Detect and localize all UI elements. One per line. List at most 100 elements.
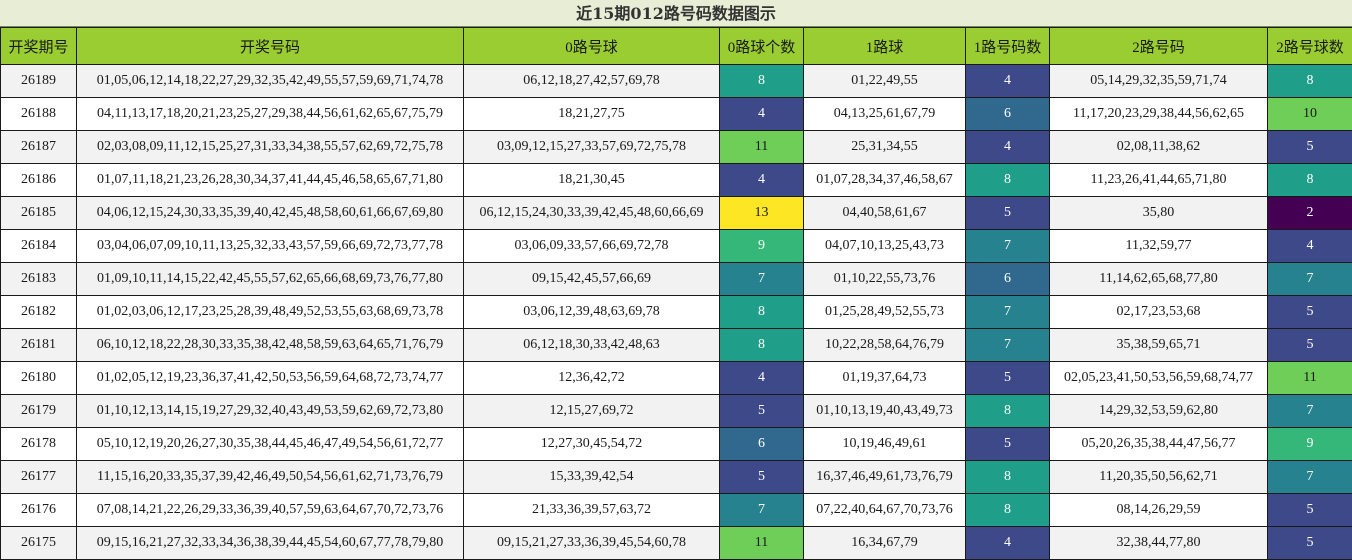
route0-count-cell: 9 xyxy=(719,229,804,263)
route0-balls-cell: 03,06,09,33,57,66,69,72,78 xyxy=(463,229,720,263)
route0-count-cell: 8 xyxy=(719,328,804,362)
issue-cell: 26186 xyxy=(0,163,77,197)
issue-cell: 26187 xyxy=(0,130,77,164)
route1-balls-cell: 04,40,58,61,67 xyxy=(803,196,966,230)
route2-count-cell: 11 xyxy=(1267,361,1352,395)
route2-balls-cell: 11,32,59,77 xyxy=(1049,229,1268,263)
route0-count-cell: 13 xyxy=(719,196,804,230)
route2-count-cell: 9 xyxy=(1267,427,1352,461)
route0-count-cell: 4 xyxy=(719,361,804,395)
route0-balls-cell: 06,12,18,30,33,42,48,63 xyxy=(463,328,720,362)
route1-count-cell: 8 xyxy=(965,493,1050,527)
column-header-route0-balls: 0路号球 xyxy=(463,27,720,65)
column-header-route0-count: 0路球个数 xyxy=(719,27,804,65)
table-row: 26189 01,05,06,12,14,18,22,27,29,32,35,42… xyxy=(0,64,1352,98)
issue-cell: 26182 xyxy=(0,295,77,329)
numbers-cell: 04,06,12,15,24,30,33,35,39,40,42,45,48,5… xyxy=(76,196,464,230)
column-header-route1-count: 1路号码数 xyxy=(965,27,1050,65)
table-row: 26188 04,11,13,17,18,20,21,23,25,27,29,38… xyxy=(0,97,1352,131)
route0-count-cell: 4 xyxy=(719,163,804,197)
route2-balls-cell: 11,23,26,41,44,65,71,80 xyxy=(1049,163,1268,197)
table-row: 26183 01,09,10,11,14,15,22,42,45,55,57,62… xyxy=(0,262,1352,296)
route2-count-cell: 4 xyxy=(1267,229,1352,263)
numbers-cell: 05,10,12,19,20,26,27,30,35,38,44,45,46,4… xyxy=(76,427,464,461)
chart-title: 近15期012路号码数据图示 xyxy=(0,0,1352,27)
issue-cell: 26177 xyxy=(0,460,77,494)
route2-count-cell: 7 xyxy=(1267,394,1352,428)
route1-count-cell: 8 xyxy=(965,394,1050,428)
route1-balls-cell: 01,10,13,19,40,43,49,73 xyxy=(803,394,966,428)
route0-count-cell: 5 xyxy=(719,460,804,494)
route0-balls-cell: 21,33,36,39,57,63,72 xyxy=(463,493,720,527)
route1-count-cell: 8 xyxy=(965,460,1050,494)
route1-count-cell: 4 xyxy=(965,526,1050,560)
route2-balls-cell: 05,14,29,32,35,59,71,74 xyxy=(1049,64,1268,98)
issue-cell: 26180 xyxy=(0,361,77,395)
route1-balls-cell: 01,07,28,34,37,46,58,67 xyxy=(803,163,966,197)
route2-count-cell: 10 xyxy=(1267,97,1352,131)
numbers-cell: 07,08,14,21,22,26,29,33,36,39,40,57,59,6… xyxy=(76,493,464,527)
route0-balls-cell: 03,09,12,15,27,33,57,69,72,75,78 xyxy=(463,130,720,164)
numbers-cell: 01,02,03,06,12,17,23,25,28,39,48,49,52,5… xyxy=(76,295,464,329)
route0-balls-cell: 12,27,30,45,54,72 xyxy=(463,427,720,461)
issue-cell: 26185 xyxy=(0,196,77,230)
route2-balls-cell: 11,20,35,50,56,62,71 xyxy=(1049,460,1268,494)
route0-count-cell: 11 xyxy=(719,130,804,164)
route2-balls-cell: 11,17,20,23,29,38,44,56,62,65 xyxy=(1049,97,1268,131)
route1-count-cell: 6 xyxy=(965,262,1050,296)
route2-balls-cell: 35,80 xyxy=(1049,196,1268,230)
route1-balls-cell: 10,22,28,58,64,76,79 xyxy=(803,328,966,362)
numbers-cell: 01,10,12,13,14,15,19,27,29,32,40,43,49,5… xyxy=(76,394,464,428)
route0-count-cell: 5 xyxy=(719,394,804,428)
table-row: 26179 01,10,12,13,14,15,19,27,29,32,40,43… xyxy=(0,394,1352,428)
numbers-cell: 01,05,06,12,14,18,22,27,29,32,35,42,49,5… xyxy=(76,64,464,98)
route0-balls-cell: 12,15,27,69,72 xyxy=(463,394,720,428)
route0-balls-cell: 18,21,27,75 xyxy=(463,97,720,131)
route1-count-cell: 8 xyxy=(965,163,1050,197)
route1-balls-cell: 01,19,37,64,73 xyxy=(803,361,966,395)
route0-balls-cell: 09,15,21,27,33,36,39,45,54,60,78 xyxy=(463,526,720,560)
numbers-cell: 06,10,12,18,22,28,30,33,35,38,42,48,58,5… xyxy=(76,328,464,362)
route2-balls-cell: 35,38,59,65,71 xyxy=(1049,328,1268,362)
route0-balls-cell: 09,15,42,45,57,66,69 xyxy=(463,262,720,296)
table-row: 26175 09,15,16,21,27,32,33,34,36,38,39,44… xyxy=(0,526,1352,560)
issue-cell: 26179 xyxy=(0,394,77,428)
issue-cell: 26188 xyxy=(0,97,77,131)
table-body: 26189 01,05,06,12,14,18,22,27,29,32,35,42… xyxy=(0,64,1352,560)
route0-balls-cell: 03,06,12,39,48,63,69,78 xyxy=(463,295,720,329)
route1-count-cell: 4 xyxy=(965,130,1050,164)
table-row: 26187 02,03,08,09,11,12,15,25,27,31,33,34… xyxy=(0,130,1352,164)
route1-count-cell: 7 xyxy=(965,328,1050,362)
table-row: 26178 05,10,12,19,20,26,27,30,35,38,44,45… xyxy=(0,427,1352,461)
route2-count-cell: 8 xyxy=(1267,64,1352,98)
table-row: 26185 04,06,12,15,24,30,33,35,39,40,42,45… xyxy=(0,196,1352,230)
route1-balls-cell: 01,22,49,55 xyxy=(803,64,966,98)
issue-cell: 26189 xyxy=(0,64,77,98)
table-row: 26181 06,10,12,18,22,28,30,33,35,38,42,48… xyxy=(0,328,1352,362)
route0-balls-cell: 15,33,39,42,54 xyxy=(463,460,720,494)
route0-balls-cell: 06,12,15,24,30,33,39,42,45,48,60,66,69 xyxy=(463,196,720,230)
numbers-cell: 03,04,06,07,09,10,11,13,25,32,33,43,57,5… xyxy=(76,229,464,263)
route2-balls-cell: 32,38,44,77,80 xyxy=(1049,526,1268,560)
route1-balls-cell: 04,13,25,61,67,79 xyxy=(803,97,966,131)
route1-balls-cell: 07,22,40,64,67,70,73,76 xyxy=(803,493,966,527)
column-header-issue: 开奖期号 xyxy=(0,27,77,65)
route2-balls-cell: 11,14,62,65,68,77,80 xyxy=(1049,262,1268,296)
route1-balls-cell: 01,10,22,55,73,76 xyxy=(803,262,966,296)
route0-count-cell: 4 xyxy=(719,97,804,131)
route2-count-cell: 5 xyxy=(1267,526,1352,560)
route2-count-cell: 5 xyxy=(1267,493,1352,527)
column-header-route2-count: 2路号球数 xyxy=(1267,27,1352,65)
numbers-cell: 02,03,08,09,11,12,15,25,27,31,33,34,38,5… xyxy=(76,130,464,164)
route0-count-cell: 6 xyxy=(719,427,804,461)
route2-balls-cell: 08,14,26,29,59 xyxy=(1049,493,1268,527)
issue-cell: 26184 xyxy=(0,229,77,263)
numbers-cell: 01,09,10,11,14,15,22,42,45,55,57,62,65,6… xyxy=(76,262,464,296)
route0-count-cell: 11 xyxy=(719,526,804,560)
route2-balls-cell: 02,17,23,53,68 xyxy=(1049,295,1268,329)
route1-count-cell: 7 xyxy=(965,295,1050,329)
issue-cell: 26183 xyxy=(0,262,77,296)
route2-balls-cell: 02,05,23,41,50,53,56,59,68,74,77 xyxy=(1049,361,1268,395)
route0-count-cell: 8 xyxy=(719,64,804,98)
